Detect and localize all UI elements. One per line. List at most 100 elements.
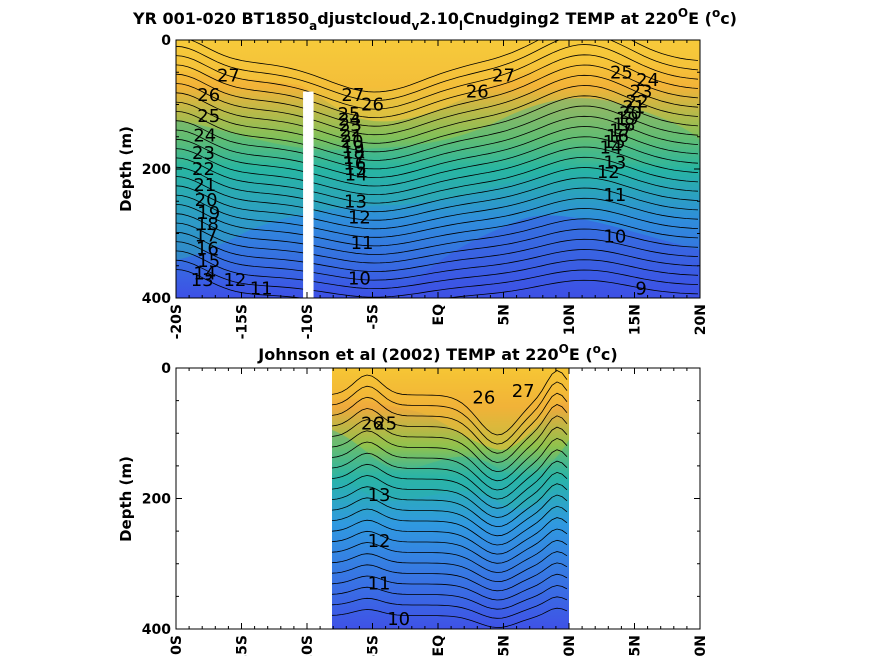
top-heatmap (176, 40, 700, 298)
top-contour-line (176, 44, 699, 110)
top-contour-label: 23 (630, 82, 653, 103)
bottom-contour-line (332, 404, 568, 463)
top-contour-label: 26 (197, 85, 220, 106)
bottom-contour-line (332, 596, 568, 619)
top-contour-label: 12 (348, 207, 371, 228)
bottom-contour-line (332, 494, 568, 537)
top-contour-label-cluster: 14 (345, 164, 368, 185)
bottom-chart: Johnson et al (2002) TEMP at 220OE (oc) … (117, 342, 709, 656)
top-contour-lines (176, 40, 699, 298)
bottom-contour-line (332, 370, 568, 436)
top-contour-line (176, 204, 699, 247)
bottom-chart-title: Johnson et al (2002) TEMP at 220OE (oc) (257, 342, 617, 364)
top-x-tick-label: -5S (366, 304, 382, 330)
bottom-contour-lines (332, 370, 568, 628)
top-contour-line (176, 259, 699, 298)
bottom-heatmap (332, 368, 569, 629)
bottom-x-tick-label: 20N (693, 635, 709, 656)
bottom-contour-label: 27 (512, 381, 535, 402)
top-contour-line (176, 54, 699, 119)
top-contour-label: 26 (466, 82, 489, 103)
bottom-contour-label: 25 (374, 413, 397, 434)
bottom-contour-label: 26 (472, 387, 495, 408)
bottom-y-tick-label: 200 (142, 492, 171, 508)
top-x-tick-label: 5N (497, 304, 513, 325)
top-contour-line (176, 194, 699, 238)
top-contour-label-cluster: 16 (343, 154, 366, 175)
top-contour-label-cluster: 21 (340, 126, 363, 147)
top-contour-label-cluster: 21 (622, 97, 645, 118)
top-contour-label: 13 (191, 270, 214, 291)
bottom-y-tick-label: 400 (142, 622, 171, 638)
bottom-contour-line (332, 551, 568, 583)
top-y-tick-label: 0 (161, 33, 171, 49)
top-contour-label-cluster: 18 (613, 114, 636, 135)
top-contour-label: 18 (196, 214, 219, 235)
top-y-axis-label: Depth (m) (117, 126, 135, 212)
bottom-y-axis-label: Depth (m) (117, 456, 135, 542)
bottom-contour-line (332, 483, 568, 528)
top-contour-label: 12 (223, 270, 246, 291)
top-contour-line (176, 74, 699, 136)
bottom-x-tick-label: 15N (628, 635, 644, 656)
bottom-x-tick-label: -20S (169, 635, 185, 656)
top-contour-label-cluster: 14 (599, 138, 622, 159)
top-contour-label: 25 (610, 62, 633, 83)
top-contour-label: 22 (192, 159, 215, 180)
bottom-contour-line (332, 437, 568, 491)
top-contour-label-cluster: 17 (609, 120, 632, 141)
top-contour-line (176, 231, 699, 272)
top-contour-label: 24 (193, 125, 216, 146)
bottom-y-tick-label: 0 (161, 361, 171, 377)
top-ticks: -20S -15S -10S -5S EQ 5N 10N 15N 20N 0 200 400 (142, 33, 709, 339)
top-contour-label-cluster: 15 (344, 159, 367, 180)
top-contour-line (176, 222, 699, 264)
bottom-contour-line (332, 449, 568, 500)
top-contour-label: 14 (193, 263, 216, 284)
top-contour-label: 27 (217, 65, 240, 86)
top-chart: YR 001-020 BT1850adjustcloudv2.10lCnudgi… (117, 6, 737, 339)
bottom-x-tick-label: -10S (300, 635, 316, 656)
bottom-contour-line (332, 573, 568, 601)
bottom-contour-line (332, 505, 568, 546)
bottom-x-tick-label: 10N (562, 635, 578, 656)
bottom-contour-line (332, 539, 568, 573)
top-contour-line (176, 85, 699, 144)
top-contour-label: 24 (636, 70, 659, 91)
top-contour-label-cluster: 23 (339, 115, 362, 136)
top-contour-label: 13 (344, 191, 367, 212)
top-contour-label: 11 (250, 278, 273, 299)
bottom-contour-line (332, 562, 568, 592)
top-contour-label-cluster: 20 (619, 103, 642, 124)
top-contour-label: 11 (603, 185, 626, 206)
top-x-tick-label: -10S (300, 304, 316, 339)
top-contour-label: 26 (361, 95, 384, 116)
top-contour-label-cluster: 19 (616, 109, 639, 130)
bottom-x-tick-label: 5N (497, 635, 513, 656)
top-contour-label-cluster: 16 (606, 126, 629, 147)
bottom-contour-line (332, 471, 568, 518)
bottom-ticks: -20S -15S -10S -5S EQ 5N 10N 15N 20N 0 200 400 (142, 361, 709, 656)
bottom-contour-label: 13 (368, 485, 391, 506)
top-contour-label-cluster: 24 (338, 110, 361, 131)
top-contour-line (176, 185, 699, 230)
top-x-tick-label: 15N (628, 304, 644, 335)
top-x-tick-label: -20S (169, 304, 185, 339)
top-contour-label: 9 (635, 278, 646, 299)
bottom-contour-label: 12 (368, 531, 391, 552)
top-contour-line (176, 156, 699, 204)
top-contour-line (176, 126, 699, 178)
top-contour-label: 10 (603, 227, 626, 248)
top-contour-label-cluster: 22 (626, 91, 649, 112)
top-contour-label-cluster: 20 (341, 132, 364, 153)
top-contour-label: 17 (195, 225, 218, 246)
bottom-contour-line (332, 392, 568, 454)
top-contour-line (176, 146, 699, 196)
top-contour-label: 27 (492, 65, 515, 86)
top-contour-line (176, 64, 699, 127)
top-contour-line (176, 115, 699, 170)
top-x-tick-label: -15S (235, 304, 251, 339)
